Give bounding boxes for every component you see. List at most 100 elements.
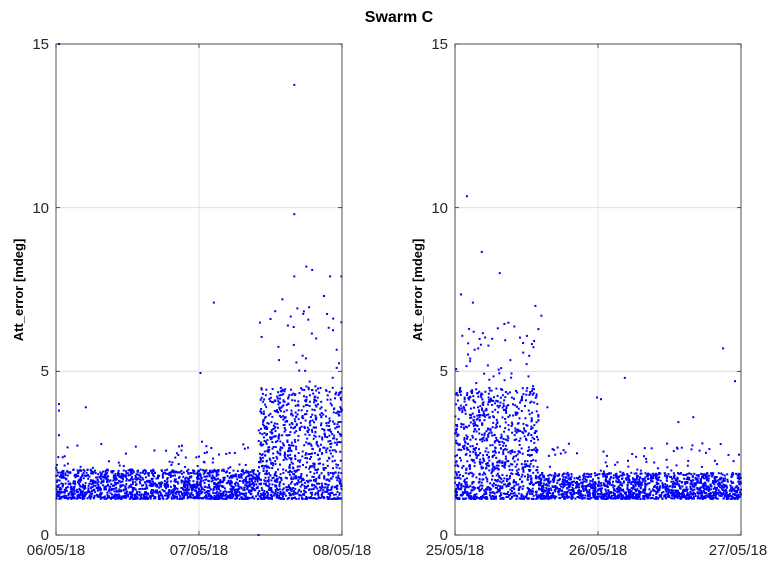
left-data-point — [161, 470, 164, 473]
right-data-point — [532, 388, 535, 391]
left-data-point — [177, 454, 180, 456]
left-data-point — [296, 482, 299, 485]
left-data-point — [291, 466, 294, 469]
right-data-point — [588, 489, 591, 491]
left-data-point — [277, 403, 280, 406]
left-data-point — [267, 480, 269, 482]
left-data-point — [315, 469, 318, 471]
left-data-point — [271, 447, 274, 450]
right-data-point — [501, 440, 504, 443]
left-data-point — [158, 494, 161, 497]
right-data-point — [477, 347, 480, 350]
left-data-point — [283, 400, 286, 403]
right-data-point — [492, 399, 495, 402]
left-data-point — [340, 407, 342, 410]
left-data-point — [258, 466, 260, 469]
right-data-point — [702, 489, 705, 492]
left-data-point — [338, 362, 340, 365]
left-data-point — [259, 432, 262, 435]
right-data-point — [616, 481, 619, 483]
right-data-point — [646, 474, 649, 477]
right-data-point — [563, 491, 566, 494]
right-data-point — [521, 487, 524, 490]
left-data-point — [108, 488, 111, 491]
left-data-point — [296, 413, 299, 416]
left-data-point — [240, 476, 243, 479]
left-data-point — [165, 449, 168, 452]
left-data-point — [264, 482, 267, 485]
left-data-point — [94, 491, 97, 494]
right-data-point — [514, 465, 517, 468]
right-data-point — [471, 460, 474, 463]
right-data-point — [518, 444, 521, 446]
right-data-point — [502, 449, 505, 451]
left-data-point — [128, 485, 131, 488]
right-data-point — [599, 487, 602, 490]
left-data-point — [229, 488, 232, 491]
right-data-point — [492, 466, 495, 469]
left-data-point — [100, 472, 103, 475]
left-data-point — [322, 413, 325, 416]
right-data-point — [483, 412, 485, 415]
right-data-point — [515, 481, 518, 484]
left-data-point — [267, 422, 270, 425]
right-data-point — [458, 409, 461, 412]
left-data-point — [214, 496, 217, 499]
right-data-point — [548, 488, 550, 491]
right-data-point — [501, 416, 504, 419]
right-data-point — [578, 497, 581, 499]
right-data-point — [460, 494, 463, 497]
right-data-point — [582, 488, 585, 491]
right-data-point — [707, 475, 710, 478]
right-data-point — [482, 401, 485, 404]
right-data-point — [458, 388, 461, 391]
left-data-point — [87, 474, 90, 476]
right-data-point — [505, 448, 508, 451]
left-data-point — [256, 493, 259, 496]
left-data-point — [237, 475, 240, 478]
left-data-point — [290, 426, 292, 429]
right-data-point — [567, 442, 570, 445]
right-data-point — [484, 490, 487, 493]
left-data-point — [156, 485, 159, 488]
left-data-point — [326, 497, 329, 500]
right-data-point — [726, 478, 729, 481]
left-data-point — [186, 491, 188, 494]
right-data-point — [713, 459, 716, 462]
left-data-point — [166, 478, 169, 480]
right-data-point — [696, 477, 699, 480]
right-data-point — [541, 487, 544, 490]
left-data-point — [129, 479, 132, 482]
right-data-point — [517, 451, 520, 454]
left-data-point — [339, 390, 342, 393]
left-data-point — [289, 431, 292, 434]
right-data-point — [700, 473, 703, 475]
right-data-point — [738, 478, 741, 481]
left-data-point — [57, 493, 60, 496]
left-data-point — [183, 482, 186, 484]
right-data-point — [570, 489, 573, 491]
right-data-point — [495, 464, 498, 467]
left-data-point — [94, 469, 97, 472]
right-data-point — [494, 483, 497, 486]
left-data-point — [299, 476, 302, 479]
left-data-point — [86, 497, 89, 500]
left-data-point — [281, 388, 284, 391]
left-data-point — [251, 495, 254, 498]
right-data-point — [531, 411, 534, 414]
left-data-point — [246, 488, 249, 491]
left-data-point — [92, 479, 94, 482]
left-data-point — [114, 498, 117, 500]
right-data-point — [530, 478, 533, 481]
right-data-point — [654, 477, 657, 480]
left-data-point — [269, 459, 272, 462]
right-data-point — [649, 473, 652, 476]
left-data-point — [135, 492, 138, 495]
left-data-point — [197, 491, 200, 493]
left-data-point — [234, 497, 237, 500]
right-data-point — [713, 477, 716, 479]
right-data-point — [561, 480, 564, 483]
right-data-point — [460, 449, 463, 451]
right-data-point — [455, 368, 458, 371]
left-data-point — [82, 486, 85, 489]
